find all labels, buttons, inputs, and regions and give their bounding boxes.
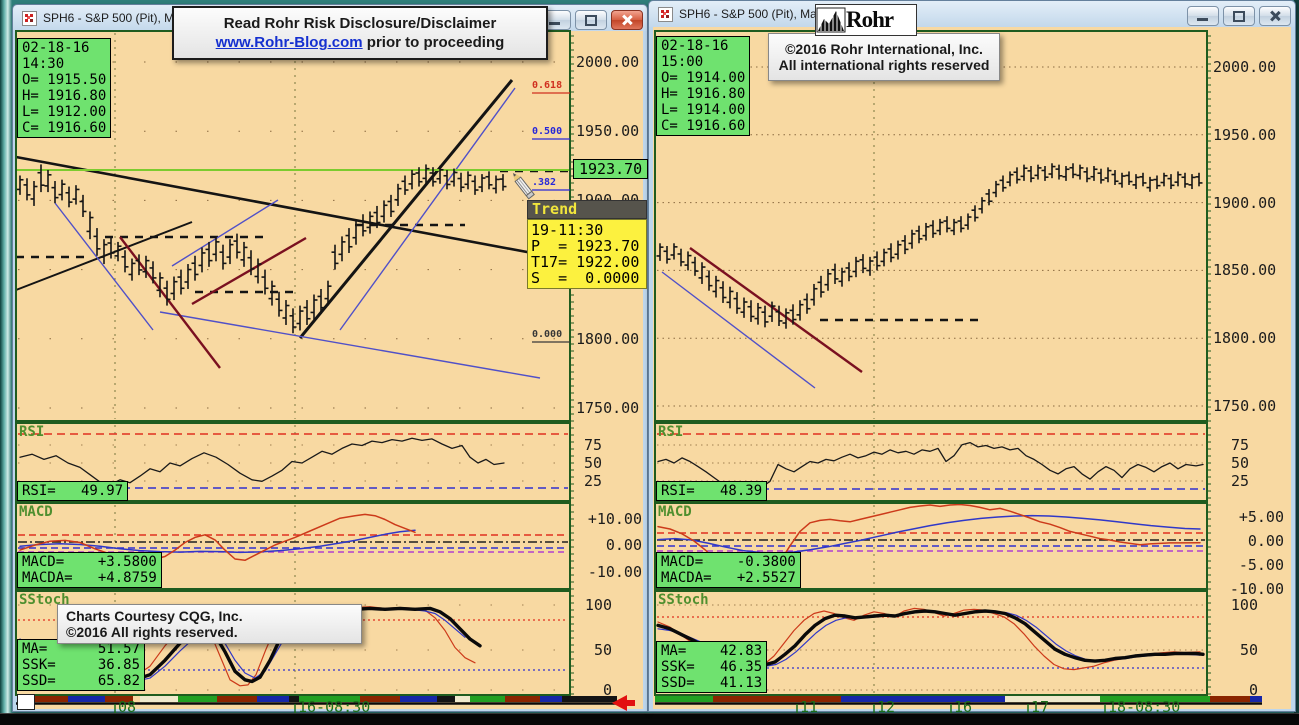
cqg-line2: ©2016 All rights reserved.: [66, 624, 238, 640]
app-icon: [22, 10, 37, 26]
rohr-copyright-line2: All international rights reserved: [778, 57, 990, 73]
titlebar-30min[interactable]: SPH6 - S&P 500 (Pit), Mar 16, 30 Min: [649, 1, 1295, 27]
restore-icon: [585, 15, 597, 26]
cqg-credit-box: Charts Courtesy CQG, Inc. ©2016 All righ…: [57, 604, 362, 644]
cqg-line1: Charts Courtesy CQG, Inc.: [66, 608, 243, 624]
value-row: O= 1915.50: [22, 72, 107, 88]
macd-pane-label: MACD: [19, 504, 53, 520]
desktop-left-strip: [0, 0, 12, 725]
restore-icon: [1233, 11, 1245, 22]
minimize-button[interactable]: [1187, 6, 1219, 26]
macd-value-box: MACD= +3.5800 MACDA= +4.8759: [17, 552, 162, 588]
rsi-pane-label: RSI: [19, 424, 45, 440]
desktop-right-strip: [1294, 0, 1299, 725]
value-row: SSK= 46.35: [661, 659, 763, 675]
sstoch-pane-label: SStoch: [658, 592, 709, 608]
value-row: T17= 1922.00: [531, 253, 640, 271]
value-row: 15:00: [661, 54, 704, 70]
disclaimer-line2-rest: prior to proceeding: [362, 34, 505, 51]
sstoch-value-box: MA= 42.83 SSK= 46.35 SSD= 41.13: [656, 641, 768, 693]
rohr-blog-link[interactable]: www.Rohr-Blog.com: [215, 34, 363, 51]
value-row: SSD= 65.82: [22, 673, 141, 689]
restore-button[interactable]: [1223, 6, 1255, 26]
macd-value-box: MACD= -0.3800 MACDA= +2.5527: [656, 552, 801, 588]
rohr-copyright-line1: ©2016 Rohr International, Inc.: [785, 41, 983, 57]
disclaimer-line1: Read Rohr Risk Disclosure/Disclaimer: [223, 15, 497, 32]
rsi-value-box: RSI= 48.39: [656, 481, 768, 501]
value-row: MACD= -0.3800: [661, 554, 796, 570]
value-row: P = 1923.70: [531, 237, 640, 255]
app-icon: [658, 6, 673, 22]
value-row: MACDA= +4.8759: [22, 570, 157, 586]
disclaimer-line2: www.Rohr-Blog.com prior to proceeding: [174, 34, 546, 51]
rsi-value-box: RSI= 49.97: [17, 481, 129, 501]
value-row: MACD= +3.5800: [22, 554, 157, 570]
ohlc-info-box: 02-18-16 14:30 O= 1915.50 H= 1916.80 L= 1912…: [17, 38, 112, 138]
scroll-home-box[interactable]: [17, 694, 35, 710]
rsi-pane-label: RSI: [658, 424, 684, 440]
value-row: C= 1916.60: [22, 120, 107, 136]
trend-tooltip-body: 19-11:30 P = 1923.70 T17= 1922.00 S = 0.000…: [527, 219, 647, 289]
value-row: SSD= 41.13: [661, 675, 763, 691]
value-row: MA= 42.83: [661, 643, 763, 659]
value-row: C= 1916.60: [661, 118, 746, 134]
ohlc-info-box: 02-18-16 15:00 O= 1914.00 H= 1916.80 L= 1914…: [656, 36, 751, 136]
value-row: 14:30: [22, 56, 65, 72]
rohr-logo-chart-icon: [816, 7, 846, 33]
close-button[interactable]: [611, 10, 643, 30]
restore-button[interactable]: [575, 10, 607, 30]
minimize-icon: [1197, 18, 1208, 21]
pencil-cursor-icon: [513, 173, 535, 200]
rohr-copyright-box: ©2016 Rohr International, Inc. All inter…: [768, 33, 1000, 81]
minimize-icon: [549, 22, 560, 25]
risk-disclaimer-banner: Read Rohr Risk Disclosure/Disclaimer www…: [172, 6, 548, 60]
taskbar: [0, 713, 1299, 725]
value-row: 19-11:30: [531, 221, 604, 239]
value-row: L= 1914.00: [661, 102, 746, 118]
value-row: MACDA= +2.5527: [661, 570, 796, 586]
close-button[interactable]: [1259, 6, 1291, 26]
trend-tooltip: Trend 19-11:30 P = 1923.70 T17= 1922.00 S =…: [527, 200, 647, 289]
value-row: L= 1912.00: [22, 104, 107, 120]
value-row: SSK= 36.85: [22, 657, 141, 673]
value-row: 02-18-16: [661, 38, 729, 54]
last-price-box: 1923.70: [573, 159, 649, 179]
trend-tooltip-title: Trend: [527, 200, 647, 219]
value-row: O= 1914.00: [661, 70, 746, 86]
sstoch-value-box: MA= 51.57 SSK= 36.85 SSD= 65.82: [17, 639, 146, 691]
value-row: H= 1916.80: [661, 86, 746, 102]
value-row: 02-18-16: [22, 40, 90, 56]
rohr-logo-text: Rohr: [846, 7, 894, 32]
rohr-logo: Rohr: [815, 4, 917, 36]
value-row: H= 1916.80: [22, 88, 107, 104]
value-row: S = 0.0000: [531, 269, 640, 287]
macd-pane-label: MACD: [658, 504, 692, 520]
